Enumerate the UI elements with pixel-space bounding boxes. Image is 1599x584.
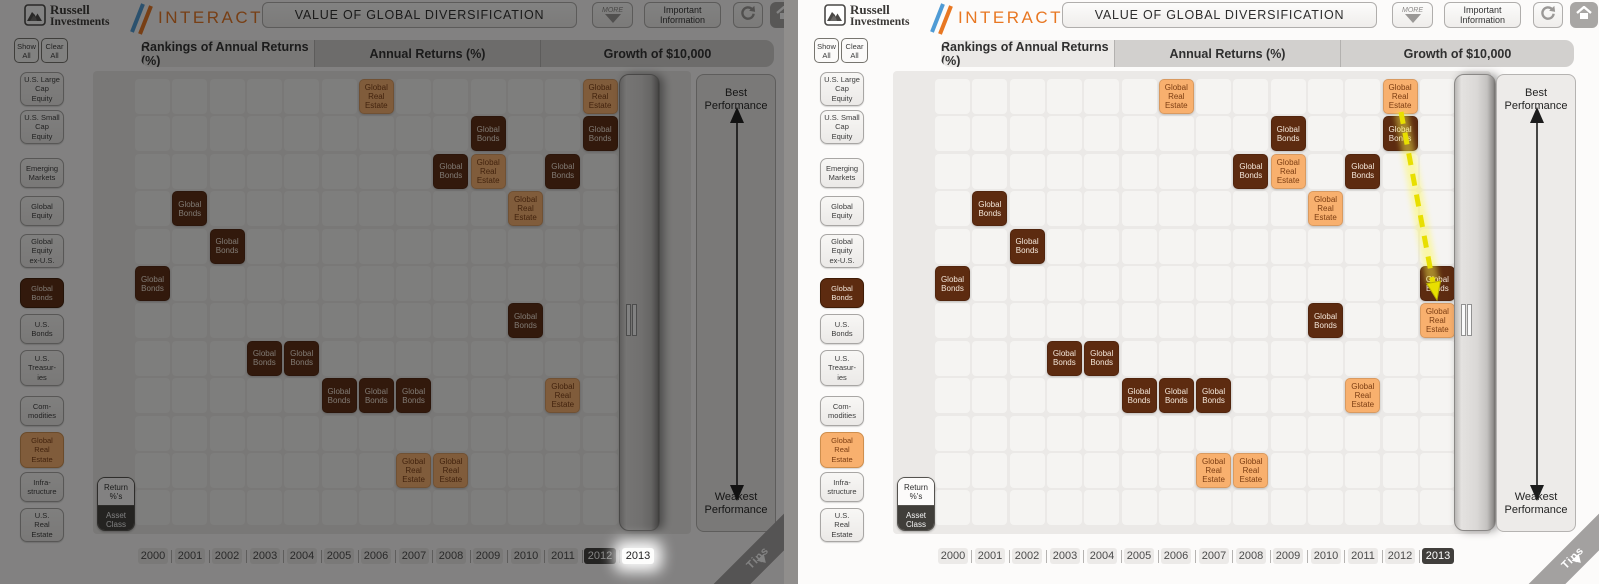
tab-annual-returns[interactable]: Annual Returns (%) <box>1115 40 1341 67</box>
tips-ribbon[interactable]: Tips <box>1515 500 1599 584</box>
refresh-button[interactable] <box>1533 2 1563 28</box>
tab-rankings[interactable]: Rankings of Annual Returns (%) <box>941 40 1115 67</box>
year-button-2004[interactable]: 2004 <box>1087 548 1117 564</box>
year-button-2005[interactable]: 2005 <box>1124 548 1154 564</box>
sidebar-item-us-treasuries[interactable]: U.S.Treasur-ies <box>820 350 864 386</box>
page-title: VALUE OF GLOBAL DIVERSIFICATION <box>1062 2 1377 28</box>
slash-icon <box>924 1 954 35</box>
best-performance-label: Best Performance <box>1504 87 1568 112</box>
app-screen-after: Russell Investments INTERACT VALUE OF GLOBA… <box>784 0 1599 584</box>
home-icon <box>1576 4 1592 25</box>
timeline-curtain[interactable] <box>1454 74 1496 531</box>
tab-growth[interactable]: Growth of $10,000 <box>1341 40 1574 67</box>
year-button-2003[interactable]: 2003 <box>1050 548 1080 564</box>
curtain-handle[interactable] <box>1467 304 1472 336</box>
performance-arrow-icon <box>1497 75 1577 538</box>
year-button-2006[interactable]: 2006 <box>1161 548 1191 564</box>
weakest-performance-label: Weakest Performance <box>1504 491 1568 516</box>
return-pcts-toggle[interactable]: Return%'s <box>898 478 934 506</box>
year-button-2001[interactable]: 2001 <box>975 548 1005 564</box>
more-button[interactable]: MORE <box>1392 2 1433 28</box>
tile-gre-2013[interactable]: Global Real Estate <box>1419 303 1455 339</box>
performance-axis: Best Performance Weakest Performance <box>1496 74 1576 532</box>
year-button-2002[interactable]: 2002 <box>1012 548 1042 564</box>
year-button-2000[interactable]: 2000 <box>938 548 968 564</box>
screen-seam <box>784 0 798 584</box>
chevron-down-icon <box>1404 14 1421 23</box>
refresh-icon <box>1539 4 1557 27</box>
brand-interact: INTERACT <box>958 8 1063 27</box>
year-button-2007[interactable]: 2007 <box>1199 548 1229 564</box>
dim-overlay <box>0 0 784 584</box>
home-button[interactable] <box>1570 2 1598 28</box>
sidebar-item-commodities[interactable]: Com-modities <box>820 396 864 426</box>
sidebar-item-us-bonds[interactable]: U.S.Bonds <box>820 314 864 344</box>
year-button-2010[interactable]: 2010 <box>1311 548 1341 564</box>
tab-bar: Rankings of Annual Returns (%)Annual Ret… <box>941 40 1574 67</box>
year-button-2013[interactable]: 2013 <box>1422 548 1454 564</box>
rank-change-arrow <box>893 71 1491 534</box>
year-button-2009[interactable]: 2009 <box>1273 548 1303 564</box>
year-button-2011[interactable]: 2011 <box>1348 548 1378 564</box>
curtain-handle[interactable] <box>1461 304 1466 336</box>
year-button-2008[interactable]: 2008 <box>1236 548 1266 564</box>
year-button-2012[interactable]: 2012 <box>1385 548 1415 564</box>
russell-logo-icon <box>824 4 846 26</box>
sidebar-item-infrastructure[interactable]: Infra-structure <box>820 472 864 502</box>
year-button-2013[interactable]: 2013 <box>622 548 654 564</box>
